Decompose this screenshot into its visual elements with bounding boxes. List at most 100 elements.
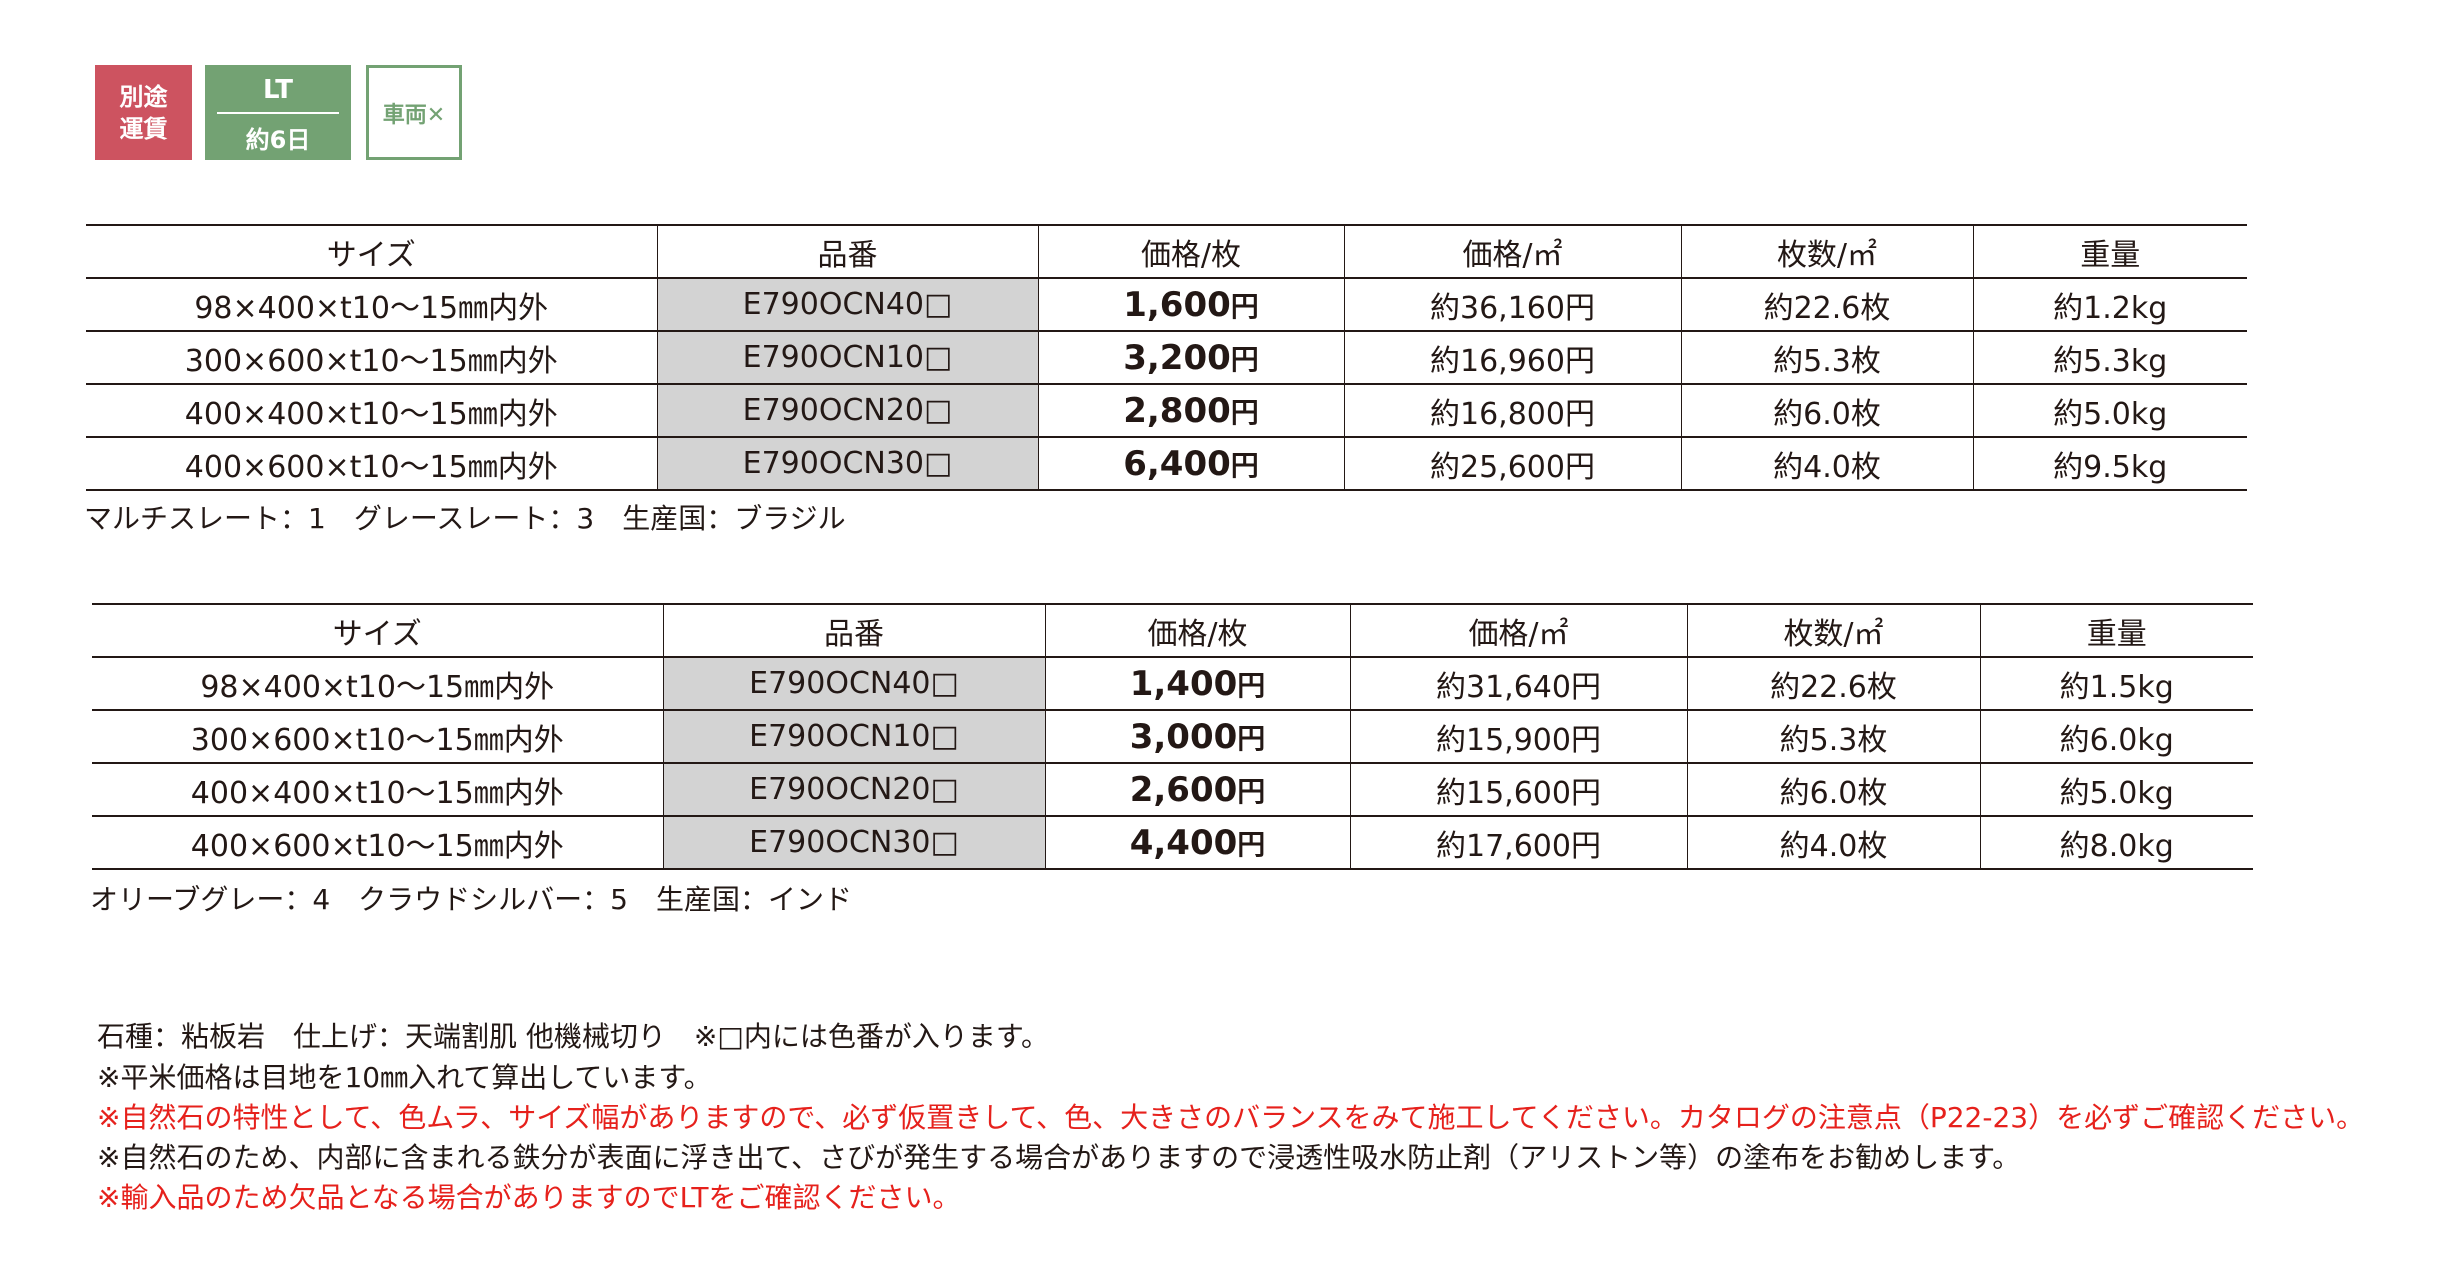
product-code-cell: E790OCN40□ <box>656 277 1038 332</box>
pieces-per-m2-cell: 約4.0枚 <box>1680 436 1973 491</box>
price-per-piece-cell: 1,600円 <box>1037 277 1344 332</box>
footnote: ※平米価格は目地を10㎜入れて算出しています。 <box>97 1061 712 1094</box>
yen-unit: 円 <box>1230 395 1259 429</box>
price-value: 6,400 <box>1123 443 1231 484</box>
table-row: 400×400×t10～15㎜内外 E790OCN20□ 2,800円 約16,800… <box>86 383 2247 438</box>
size-cell: 300×600×t10～15㎜内外 <box>92 709 663 764</box>
price-value: 3,200 <box>1123 337 1231 378</box>
lead-time-badge: LT 約6日 <box>205 65 351 160</box>
yen-unit: 円 <box>1237 668 1266 702</box>
header-row: サイズ 品番 価格/枚 価格/㎡ 枚数/㎡ 重量 <box>92 603 2253 658</box>
yen-unit: 円 <box>1230 289 1259 323</box>
footnote: ※輸入品のため欠品となる場合がありますのでLTをご確認ください。 <box>97 1181 961 1214</box>
divider <box>217 112 339 114</box>
price-per-piece-cell: 2,800円 <box>1037 383 1344 438</box>
size-cell: 300×600×t10～15㎜内外 <box>86 330 657 385</box>
price-value: 4,400 <box>1129 822 1238 863</box>
weight-cell: 約6.0kg <box>1979 709 2253 764</box>
price-value: 3,000 <box>1129 716 1238 757</box>
size-cell: 400×400×t10～15㎜内外 <box>86 383 657 438</box>
column-header: 価格/枚 <box>1037 224 1344 279</box>
weight-cell: 約8.0kg <box>1979 815 2253 870</box>
table-row: 98×400×t10～15㎜内外 E790OCN40□ 1,600円 約36,160円… <box>86 277 2247 332</box>
table-row: 400×600×t10～15㎜内外 E790OCN30□ 4,400円 約17,600… <box>92 815 2253 870</box>
table1-note: マルチスレート：1 グレースレート：3 生産国：ブラジル <box>84 502 846 535</box>
size-cell: 98×400×t10～15㎜内外 <box>92 656 663 711</box>
footnote: ※自然石の特性として、色ムラ、サイズ幅がありますので、必ず仮置きして、色、大きさ… <box>97 1101 2365 1134</box>
size-cell: 400×600×t10～15㎜内外 <box>86 436 657 491</box>
table-row: 400×600×t10～15㎜内外 E790OCN30□ 6,400円 約25,600… <box>86 436 2247 491</box>
table2-note: オリーブグレー：4 クラウドシルバー：5 生産国：インド <box>90 883 852 916</box>
column-header: 品番 <box>662 603 1045 658</box>
lead-time-label: LT <box>263 75 293 105</box>
column-header: 品番 <box>656 224 1038 279</box>
price-per-piece-cell: 6,400円 <box>1037 436 1344 491</box>
yen-unit: 円 <box>1230 448 1259 482</box>
price-per-m2-cell: 約15,900円 <box>1349 709 1687 764</box>
yen-unit: 円 <box>1237 827 1266 861</box>
lead-time-value: 約6日 <box>245 126 311 154</box>
price-per-piece-cell: 3,000円 <box>1044 709 1350 764</box>
size-cell: 98×400×t10～15㎜内外 <box>86 277 657 332</box>
table-row: 300×600×t10～15㎜内外 E790OCN10□ 3,000円 約15,900… <box>92 709 2253 764</box>
footnote: 石種：粘板岩 仕上げ：天端割肌 他機械切り ※□内には色番が入ります。 <box>97 1020 1050 1053</box>
size-cell: 400×600×t10～15㎜内外 <box>92 815 663 870</box>
product-code-cell: E790OCN30□ <box>656 436 1038 491</box>
column-header: 重量 <box>1972 224 2247 279</box>
price-per-m2-cell: 約25,600円 <box>1343 436 1681 491</box>
price-value: 1,400 <box>1129 663 1238 704</box>
pieces-per-m2-cell: 約6.0枚 <box>1686 762 1980 817</box>
price-per-m2-cell: 約36,160円 <box>1343 277 1681 332</box>
column-header: サイズ <box>86 224 657 279</box>
table-row: 300×600×t10～15㎜内外 E790OCN10□ 3,200円 約16,960… <box>86 330 2247 385</box>
header-row: サイズ 品番 価格/枚 価格/㎡ 枚数/㎡ 重量 <box>86 224 2247 279</box>
column-header: 価格/枚 <box>1044 603 1350 658</box>
price-value: 2,600 <box>1129 769 1238 810</box>
weight-cell: 約1.2kg <box>1972 277 2247 332</box>
price-per-piece-cell: 2,600円 <box>1044 762 1350 817</box>
weight-cell: 約5.0kg <box>1972 383 2247 438</box>
shipping-separate-badge: 別途 運賃 <box>95 65 192 160</box>
weight-cell: 約1.5kg <box>1979 656 2253 711</box>
pieces-per-m2-cell: 約6.0枚 <box>1680 383 1973 438</box>
spec-table-2: サイズ 品番 価格/枚 価格/㎡ 枚数/㎡ 重量 98×400×t10～15㎜内外 E790O… <box>92 603 2253 870</box>
pieces-per-m2-cell: 約22.6枚 <box>1686 656 1980 711</box>
price-per-m2-cell: 約17,600円 <box>1349 815 1687 870</box>
product-code-cell: E790OCN20□ <box>662 762 1045 817</box>
table-row: 400×400×t10～15㎜内外 E790OCN20□ 2,600円 約15,600… <box>92 762 2253 817</box>
price-per-m2-cell: 約31,640円 <box>1349 656 1687 711</box>
pieces-per-m2-cell: 約4.0枚 <box>1686 815 1980 870</box>
product-code-cell: E790OCN30□ <box>662 815 1045 870</box>
badge-line: 別途 <box>119 82 168 111</box>
price-value: 2,800 <box>1123 390 1231 431</box>
yen-unit: 円 <box>1237 721 1266 755</box>
yen-unit: 円 <box>1237 774 1266 808</box>
product-code-cell: E790OCN10□ <box>662 709 1045 764</box>
product-code-cell: E790OCN20□ <box>656 383 1038 438</box>
table-row: 98×400×t10～15㎜内外 E790OCN40□ 1,400円 約31,640円… <box>92 656 2253 711</box>
price-value: 1,600 <box>1123 284 1231 325</box>
pieces-per-m2-cell: 約5.3枚 <box>1686 709 1980 764</box>
price-per-m2-cell: 約15,600円 <box>1349 762 1687 817</box>
column-header: 価格/㎡ <box>1349 603 1687 658</box>
weight-cell: 約5.0kg <box>1979 762 2253 817</box>
column-header: 枚数/㎡ <box>1686 603 1980 658</box>
column-header: 価格/㎡ <box>1343 224 1681 279</box>
product-code-cell: E790OCN40□ <box>662 656 1045 711</box>
price-per-m2-cell: 約16,800円 <box>1343 383 1681 438</box>
size-cell: 400×400×t10～15㎜内外 <box>92 762 663 817</box>
column-header: 枚数/㎡ <box>1680 224 1973 279</box>
spec-table-1: サイズ 品番 価格/枚 価格/㎡ 枚数/㎡ 重量 98×400×t10～15㎜内外 E790O… <box>86 224 2247 491</box>
weight-cell: 約5.3kg <box>1972 330 2247 385</box>
weight-cell: 約9.5kg <box>1972 436 2247 491</box>
vehicle-not-allowed-badge: 車両✕ <box>366 65 462 160</box>
footnote: ※自然石のため、内部に含まれる鉄分が表面に浮き出て、さびが発生する場合があります… <box>97 1141 2021 1174</box>
pieces-per-m2-cell: 約5.3枚 <box>1680 330 1973 385</box>
price-per-piece-cell: 1,400円 <box>1044 656 1350 711</box>
column-header: 重量 <box>1979 603 2253 658</box>
product-code-cell: E790OCN10□ <box>656 330 1038 385</box>
price-per-m2-cell: 約16,960円 <box>1343 330 1681 385</box>
price-per-piece-cell: 4,400円 <box>1044 815 1350 870</box>
badge-line: 運賃 <box>119 114 168 143</box>
yen-unit: 円 <box>1230 342 1259 376</box>
